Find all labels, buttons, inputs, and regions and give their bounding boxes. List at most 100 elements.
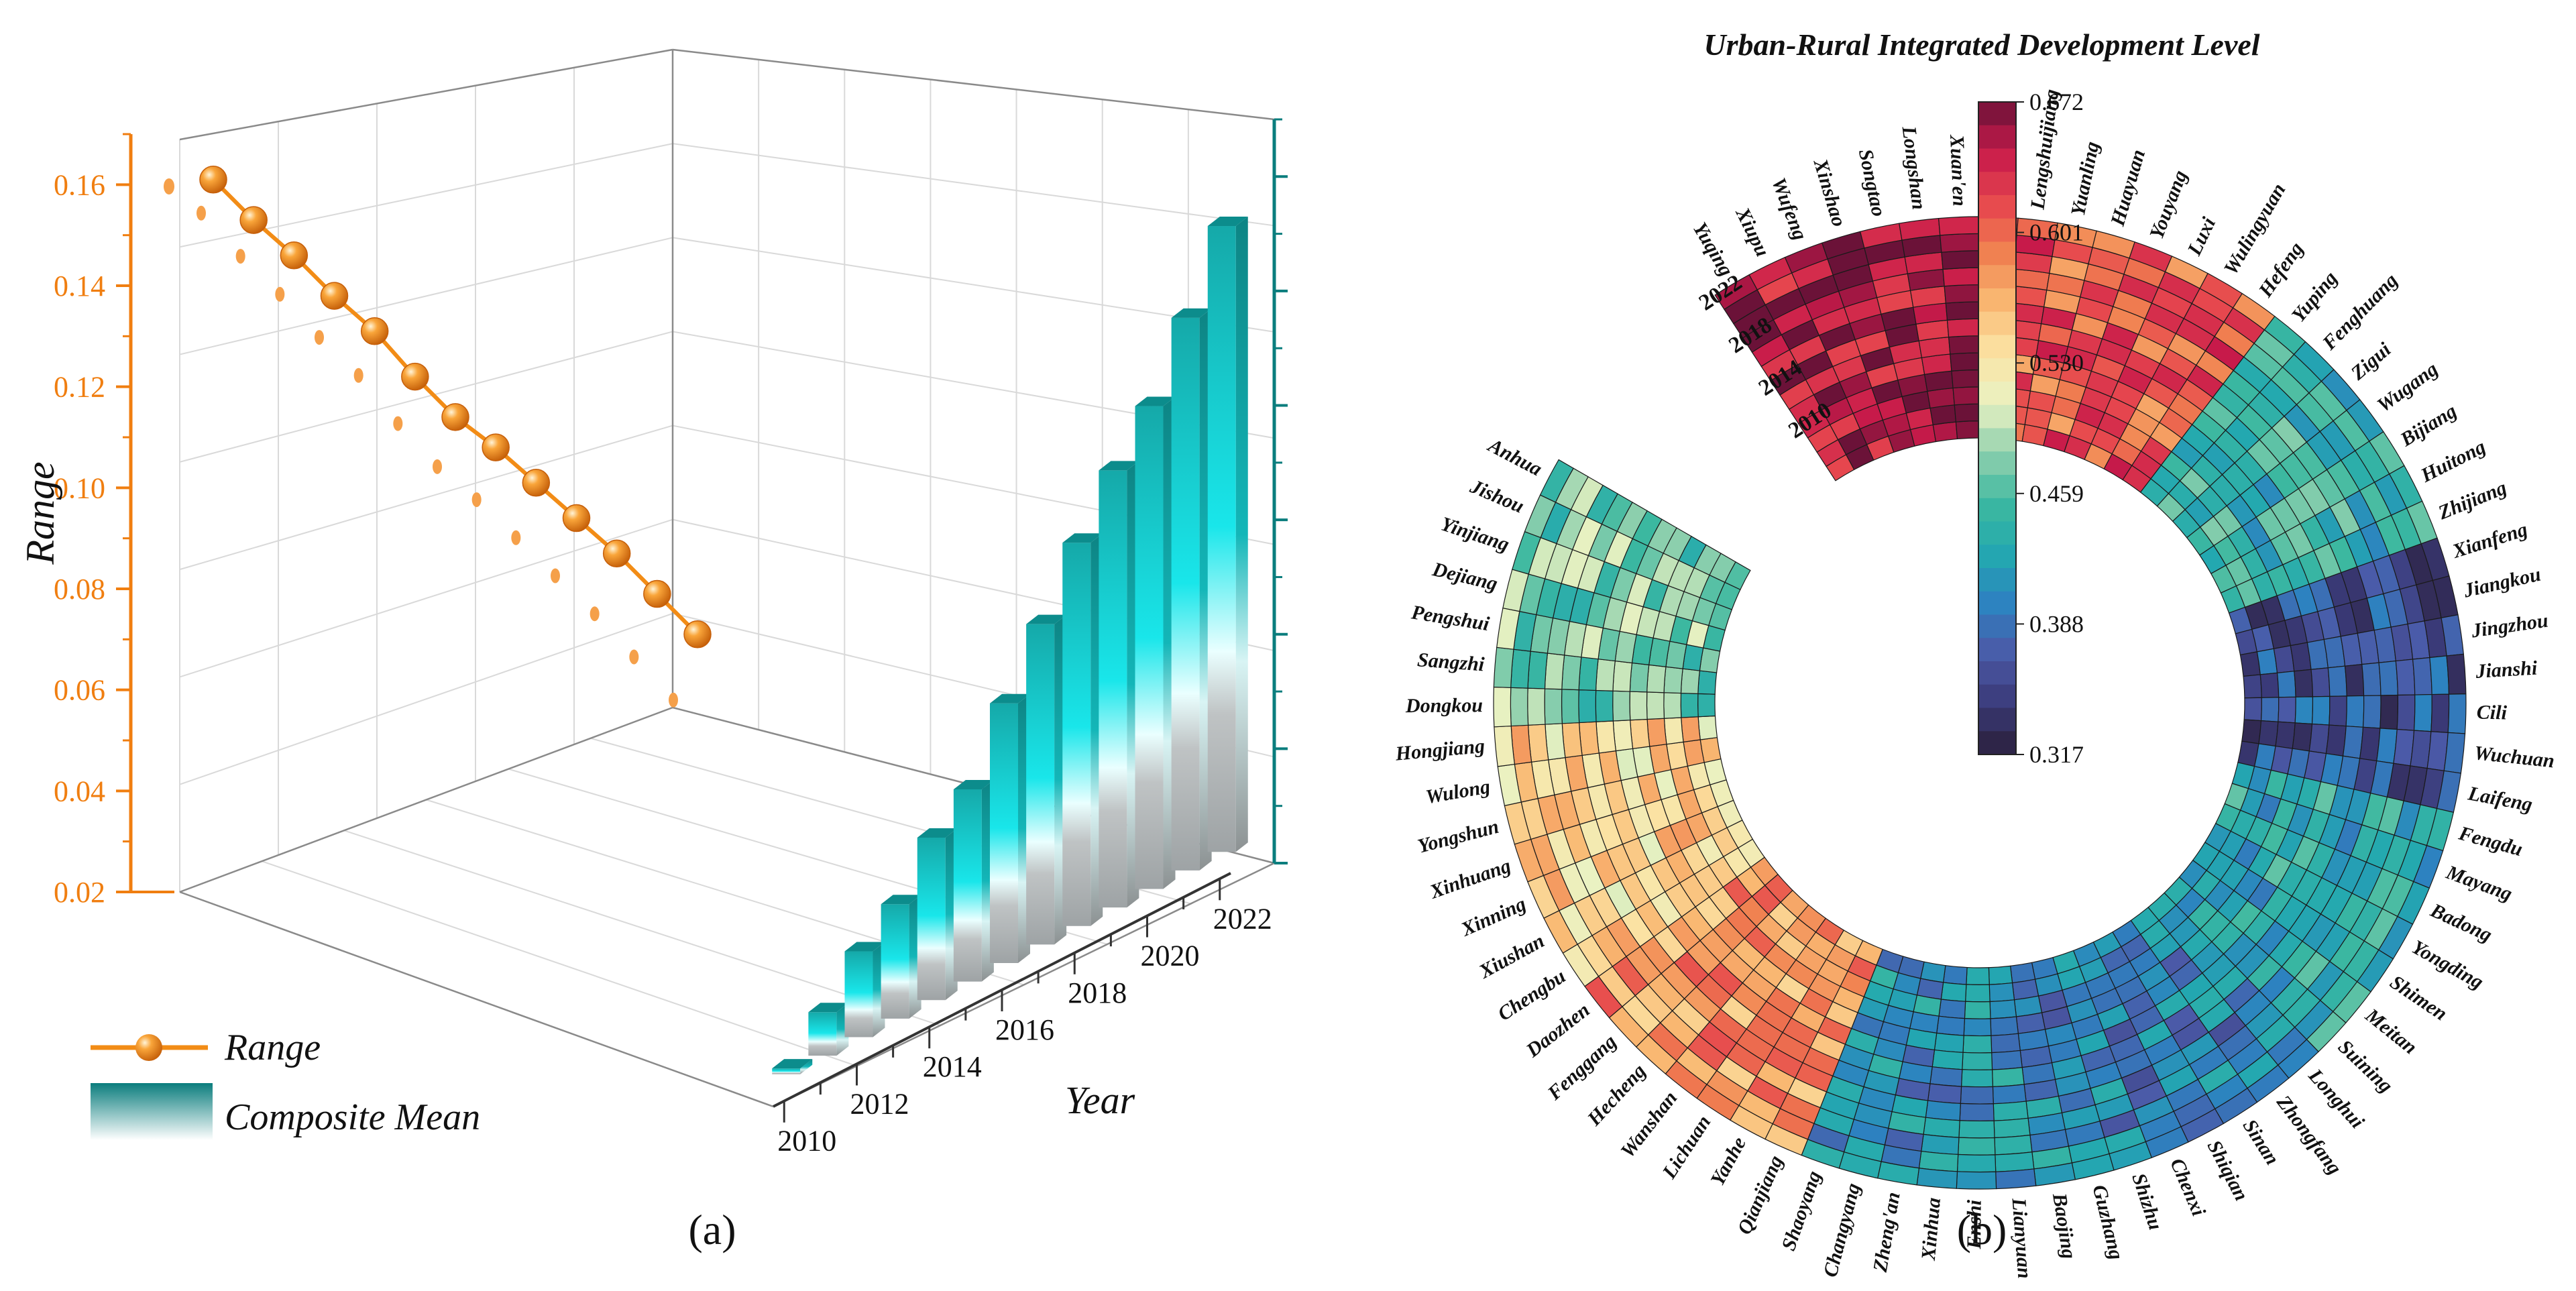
heatmap-cell [2052, 239, 2093, 265]
heatmap-cell [1887, 988, 1918, 1013]
heatmap-cell [1991, 1050, 2023, 1070]
heatmap-cell [1902, 1044, 1936, 1068]
heatmap-cell [1590, 850, 1621, 889]
colorbar-step [1978, 172, 2016, 196]
heatmap-cell [1819, 1091, 1860, 1120]
heatmap-cell [1709, 1008, 1747, 1044]
heatmap-cell [1608, 1006, 1649, 1048]
legend-mean-label: Composite Mean [225, 1097, 480, 1138]
heatmap-cell [1524, 494, 1557, 539]
heatmap-cell [2051, 395, 2081, 420]
colorbar-step [1978, 545, 2016, 569]
heatmap-cell [2184, 497, 2215, 528]
heatmap-cell [2302, 808, 2331, 844]
heatmap-cell [1604, 780, 1630, 816]
heatmap-cell [2199, 545, 2227, 575]
region-label: Hecheng [1583, 1060, 1650, 1130]
heatmap-cell [2101, 322, 2139, 351]
heatmap-cell [1756, 272, 1799, 306]
heatmap-cell [1929, 1066, 1963, 1087]
colorbar-step [1978, 125, 2016, 149]
region-label: Baojing [2048, 1191, 2080, 1260]
heatmap-cell [2329, 498, 2361, 537]
heatmap-cell [1843, 1135, 1886, 1162]
heatmap-cell [2206, 1073, 2248, 1110]
range-point [643, 579, 671, 608]
heatmap-cell [1635, 899, 1669, 938]
heatmap-cell [2243, 697, 2262, 722]
range-shadow [197, 205, 206, 221]
heatmap-cell [2163, 1003, 2200, 1036]
heatmap-cell [2133, 1095, 2174, 1127]
heatmap-cell [2183, 302, 2225, 337]
heatmap-cell [1699, 929, 1734, 964]
heatmap-cell [2199, 272, 2243, 308]
heatmap-cell [2143, 1034, 2182, 1066]
heatmap-cell [1770, 363, 1807, 396]
heatmap-cell [2104, 396, 2137, 425]
heatmap-cell [2064, 1120, 2105, 1147]
heatmap-cell [1540, 502, 1572, 545]
heatmap-cell [1539, 459, 1574, 503]
heatmap-cell [1530, 834, 1560, 877]
region-label: Xiushan [1475, 930, 1548, 983]
heatmap-cell [1629, 691, 1648, 721]
heatmap-cell [2219, 859, 2249, 891]
heatmap-cell [2313, 543, 2342, 579]
heatmap-cell [1844, 1027, 1879, 1055]
heatmap-cell [1670, 765, 1695, 795]
heatmap-cell [1901, 235, 1942, 258]
heatmap-cell [2320, 885, 2353, 924]
range-tick-label: 0.12 [54, 371, 105, 404]
heatmap-cell [1615, 748, 1638, 781]
colorbar-step [1978, 568, 2016, 592]
heatmap-cell [2129, 1005, 2165, 1035]
heatmap-cell [2270, 977, 2308, 1016]
heatmap-cell [2149, 422, 2183, 453]
region-label: Wugang [2373, 357, 2442, 416]
heatmap-cell [2223, 932, 2257, 967]
heatmap-cell [2299, 514, 2330, 551]
heatmap-cell [1837, 428, 1868, 455]
mean-bar [1207, 226, 1236, 852]
heatmap-cell [1527, 651, 1549, 689]
ring-year-label: 2010 [1784, 398, 1836, 443]
heatmap-cell [2291, 869, 2322, 906]
heatmap-cell [2429, 655, 2450, 695]
region-label: Fenghuang [2318, 269, 2402, 354]
range-shadow [433, 459, 442, 474]
range-shadow [315, 330, 324, 345]
heatmap-cell [1612, 720, 1634, 752]
heatmap-cell [2094, 1093, 2135, 1122]
heatmap-cell [2123, 258, 2166, 288]
heatmap-cell [1805, 366, 1840, 396]
heatmap-cell [1687, 762, 1711, 791]
heatmap-cell [1738, 895, 1769, 928]
heatmap-cell [2084, 972, 2116, 999]
heatmap-cell [2067, 329, 2103, 356]
heatmap-cell [2066, 997, 2098, 1024]
heatmap-cell [1857, 996, 1889, 1023]
heatmap-cell [1642, 579, 1669, 612]
heatmap-cell [1978, 369, 2007, 388]
heatmap-cell [1620, 776, 1646, 810]
heatmap-cell [1510, 649, 1531, 689]
heatmap-cell [2345, 695, 2365, 728]
heatmap-cell [1696, 1084, 1740, 1121]
heatmap-cell [1954, 403, 1980, 423]
heatmap-cell [2276, 671, 2296, 698]
heatmap-cell [1755, 1001, 1792, 1033]
heatmap-cell [1527, 875, 1560, 919]
heatmap-cell [1579, 721, 1600, 756]
heatmap-cell [1584, 976, 1623, 1019]
heatmap-cell [2100, 946, 2131, 974]
heatmap-cell [1960, 1069, 1994, 1088]
heatmap-cell [1805, 932, 1836, 960]
heatmap-cell [1628, 803, 1655, 839]
region-label: Lichuan [1658, 1111, 1716, 1183]
region-label: Xinhuang [1426, 854, 1514, 903]
heatmap-cell [1782, 1017, 1819, 1048]
heatmap-cell [2119, 423, 2151, 452]
heatmap-cell [1852, 403, 1884, 430]
